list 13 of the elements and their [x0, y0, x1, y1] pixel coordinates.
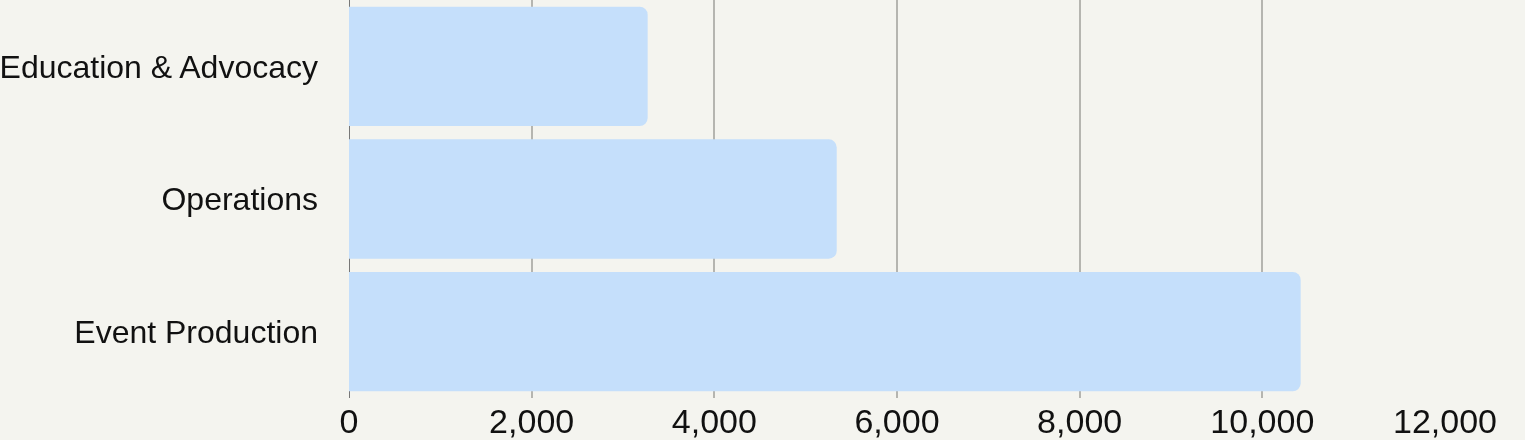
bar — [349, 139, 837, 259]
y-tick-label: Event Production — [74, 313, 318, 350]
bar — [349, 6, 648, 127]
x-tick-label: 6,000 — [854, 402, 940, 440]
bar — [349, 271, 1301, 392]
x-tick-label: 8,000 — [1037, 402, 1123, 440]
y-tick-label: Education & Advocacy — [0, 48, 318, 85]
x-tick-label: 4,000 — [671, 402, 757, 440]
y-tick-label: Operations — [161, 181, 318, 218]
x-tick-label: 12,000 — [1393, 402, 1497, 440]
x-tick-label: 10,000 — [1210, 402, 1315, 440]
x-tick-label: 2,000 — [489, 402, 575, 440]
x-tick-label: 0 — [339, 402, 359, 440]
